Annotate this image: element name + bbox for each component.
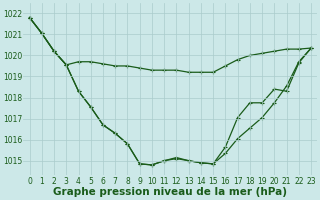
- X-axis label: Graphe pression niveau de la mer (hPa): Graphe pression niveau de la mer (hPa): [53, 187, 287, 197]
